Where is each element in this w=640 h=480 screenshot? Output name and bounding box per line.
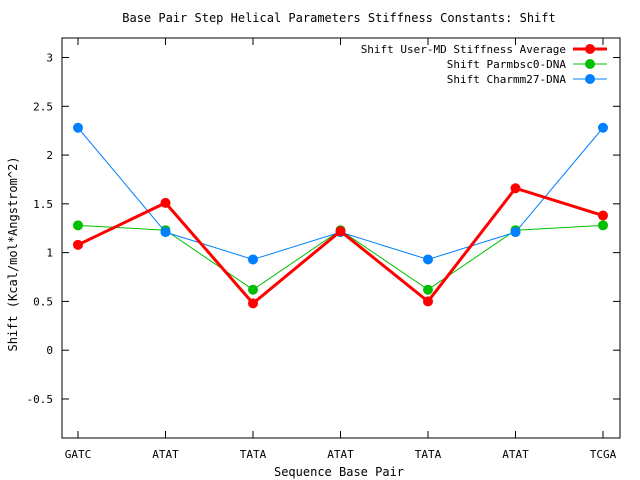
chart-title: Base Pair Step Helical Parameters Stiffn… [122, 11, 555, 25]
series-0 [73, 183, 608, 309]
x-tick-label: ATAT [152, 448, 179, 461]
axes: -0.5 0 0.5 1 1.5 2 2.5 3 GATC ATAT TATA ATAT TATA ATA… [27, 37, 621, 461]
x-tick-label: TATA [240, 448, 267, 461]
data-point [248, 298, 258, 309]
x-tick-label: TCGA [590, 448, 617, 461]
data-point [73, 239, 83, 250]
x-tick-label: TATA [415, 448, 442, 461]
y-tick-label: -0.5 [27, 393, 54, 406]
x-axis-label: Sequence Base Pair [274, 465, 404, 479]
data-point [248, 284, 258, 295]
y-axis-label: Shift (Kcal/mol*Angstrom^2) [6, 156, 20, 351]
y-tick-label: 2 [46, 149, 53, 162]
data-point [160, 197, 171, 208]
data-point [73, 220, 83, 231]
legend-label: Shift User-MD Stiffness Average [361, 43, 566, 56]
data-point [598, 122, 608, 133]
y-tick-label: 3 [46, 52, 53, 65]
data-point [335, 226, 346, 237]
data-point [423, 284, 433, 295]
legend: Shift User-MD Stiffness Average Shift Par… [361, 43, 607, 86]
data-point [598, 210, 608, 221]
y-tick-label: 2.5 [33, 100, 53, 113]
x-tick-label: GATC [65, 448, 92, 461]
x-tick-label: ATAT [502, 448, 529, 461]
y-tick-label: 0 [46, 344, 53, 357]
legend-label: Shift Parmbsc0-DNA [447, 58, 567, 71]
data-point [423, 296, 433, 307]
data-point [160, 227, 171, 238]
legend-label: Shift Charmm27-DNA [447, 73, 567, 86]
x-tick-label: ATAT [327, 448, 354, 461]
legend-swatch-marker [585, 74, 595, 84]
legend-swatch-marker [585, 44, 595, 54]
series-layer [73, 122, 608, 309]
data-point [248, 254, 258, 265]
data-point [423, 254, 433, 265]
data-point [510, 183, 521, 194]
y-tick-label: 1 [46, 247, 53, 260]
data-point [510, 227, 521, 238]
y-tick-label: 0.5 [33, 295, 53, 308]
data-point [73, 122, 83, 133]
legend-swatch-marker [585, 59, 595, 69]
y-tick-label: 1.5 [33, 198, 53, 211]
data-point [598, 220, 608, 231]
